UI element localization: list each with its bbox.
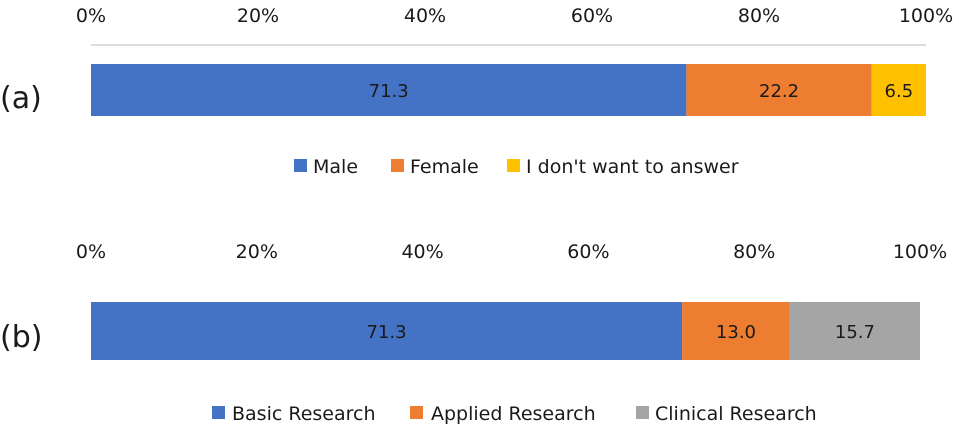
panel-label: (b)	[0, 320, 42, 355]
data-label: 71.3	[369, 81, 409, 102]
x-tick-label: 40%	[404, 5, 446, 27]
data-label: 71.3	[366, 322, 406, 343]
x-tick-label: 80%	[733, 241, 775, 263]
x-tick-label: 40%	[401, 241, 443, 263]
bar-segment	[871, 64, 926, 116]
legend-entry: Female	[410, 156, 479, 178]
x-tick-label: 100%	[893, 241, 947, 263]
legend-swatch	[636, 406, 649, 419]
x-tick-label: 20%	[236, 241, 278, 263]
legend-swatch	[212, 406, 225, 419]
chart-panel-b: 0% 20% 40% 60% 80% 100% (b) 71.3 Basic Research 1…	[0, 241, 947, 425]
data-label: 6.5	[885, 81, 914, 102]
legend-entry: Applied Research	[431, 403, 596, 425]
legend-swatch	[410, 406, 423, 419]
bar-segment	[91, 302, 683, 360]
data-label: 13.0	[716, 322, 756, 343]
legend-swatch	[294, 159, 307, 172]
data-label: 15.7	[835, 322, 875, 343]
legend-entry: Basic Research	[232, 403, 376, 425]
legend-swatch	[507, 159, 520, 172]
x-tick-label: 20%	[237, 5, 279, 27]
bar-segment	[91, 64, 687, 116]
panel-label: (a)	[0, 81, 42, 116]
legend-swatch	[391, 159, 404, 172]
legend-entry: I don't want to answer	[526, 156, 739, 178]
chart-panel-a: 0% 20% 40% 60% 80% 100% (a) 71.3 Male 22.2 Female 6…	[0, 5, 953, 178]
bar-segment	[789, 302, 920, 360]
legend-entry: Male	[313, 156, 358, 178]
x-tick-label: 60%	[571, 5, 613, 27]
x-tick-label: 100%	[899, 5, 953, 27]
x-tick-label: 60%	[567, 241, 609, 263]
bar-segment	[686, 64, 872, 116]
data-label: 22.2	[759, 81, 799, 102]
x-tick-label: 80%	[738, 5, 780, 27]
x-tick-label: 0%	[76, 241, 106, 263]
legend-entry: Clinical Research	[655, 403, 817, 425]
bar-segment	[682, 302, 790, 360]
x-tick-label: 0%	[76, 5, 106, 27]
